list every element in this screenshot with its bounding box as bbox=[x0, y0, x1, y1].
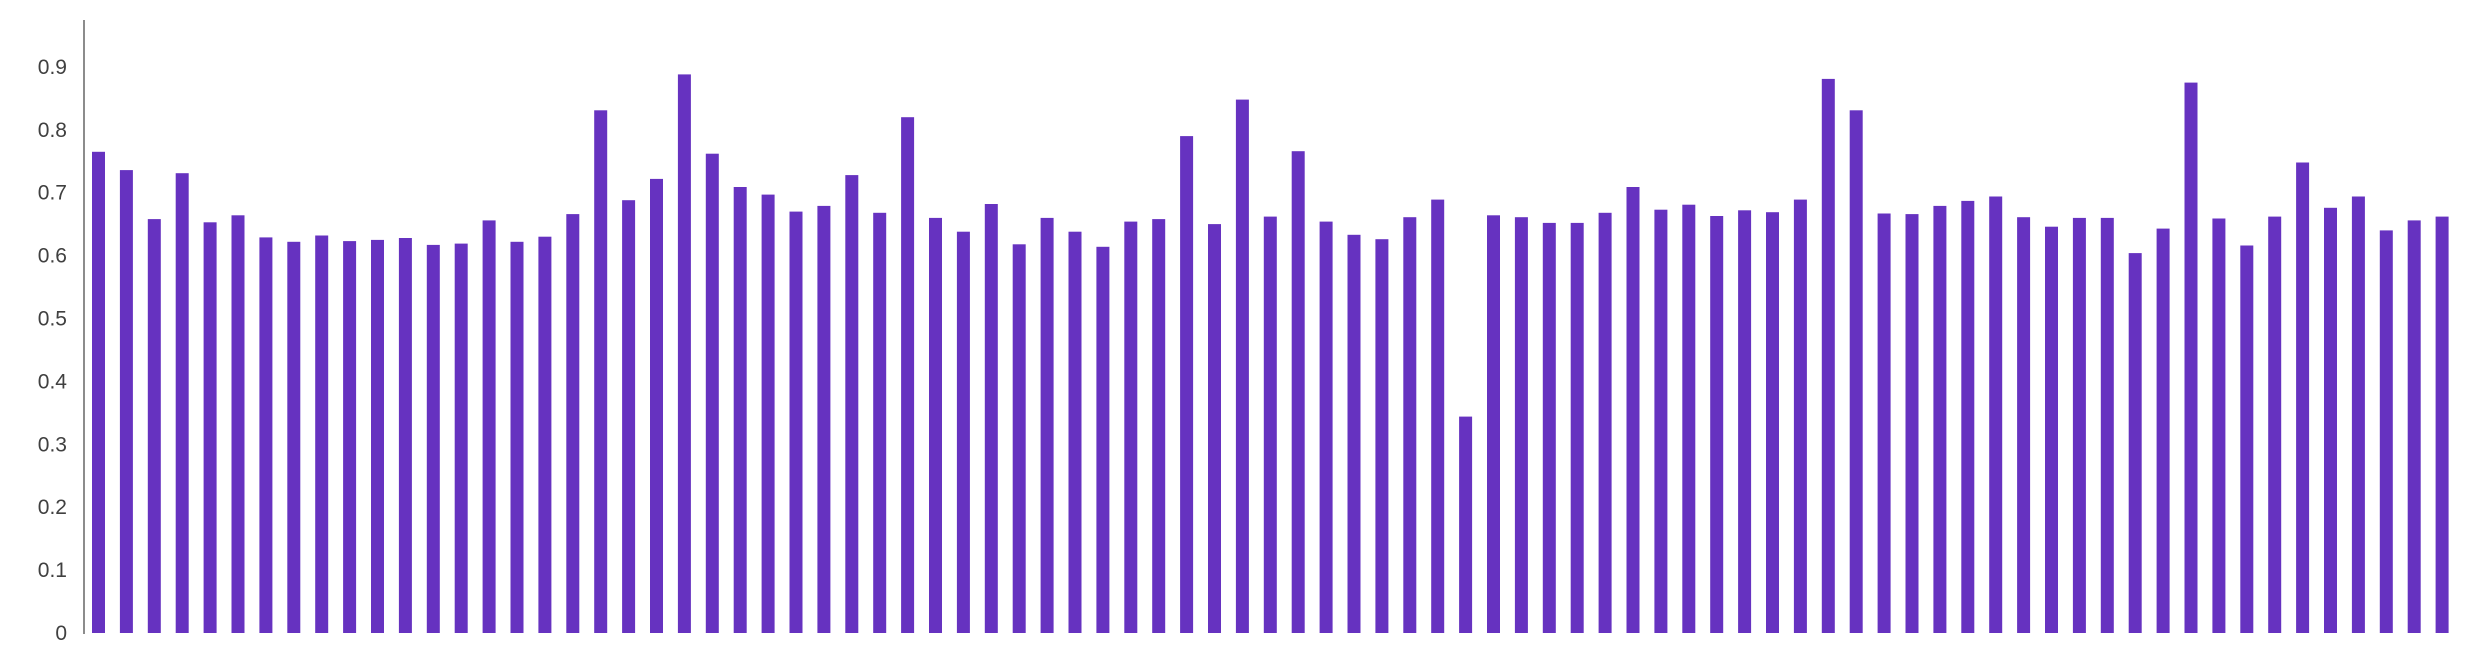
y-tick-label: 0.1 bbox=[38, 559, 67, 582]
y-tick-label: 0.2 bbox=[38, 496, 67, 519]
bar bbox=[2156, 228, 2170, 633]
bar bbox=[510, 241, 524, 634]
bar bbox=[1235, 99, 1249, 634]
bar bbox=[873, 212, 887, 634]
bar bbox=[789, 211, 803, 633]
bar bbox=[231, 215, 245, 634]
bar bbox=[1487, 215, 1500, 634]
bar bbox=[1124, 221, 1138, 633]
bar bbox=[761, 194, 775, 633]
bar bbox=[1152, 219, 1166, 633]
bar bbox=[929, 217, 942, 633]
bar bbox=[1989, 196, 2003, 633]
bar bbox=[1905, 214, 1919, 633]
y-tick-label: 0.5 bbox=[38, 308, 67, 331]
bar bbox=[2407, 220, 2421, 633]
bar bbox=[1933, 205, 1947, 633]
bar bbox=[1208, 224, 1221, 633]
bar bbox=[2045, 226, 2058, 633]
bar bbox=[594, 110, 608, 634]
bar bbox=[845, 175, 859, 633]
bar bbox=[2128, 253, 2142, 633]
bar bbox=[1319, 221, 1333, 633]
y-tick-label: 0.3 bbox=[38, 433, 67, 456]
bar bbox=[1012, 244, 1026, 634]
bar bbox=[315, 235, 329, 633]
bar bbox=[1180, 136, 1194, 633]
bar bbox=[538, 236, 552, 633]
y-tick-label: 0 bbox=[55, 622, 67, 645]
bar bbox=[1654, 209, 1668, 633]
bar bbox=[147, 219, 161, 633]
bar bbox=[1291, 151, 1305, 633]
bar bbox=[2240, 245, 2254, 633]
bar bbox=[1403, 217, 1417, 633]
bar-series bbox=[92, 74, 2449, 634]
bar bbox=[1877, 213, 1891, 633]
bar bbox=[482, 220, 496, 633]
bar bbox=[1766, 212, 1779, 633]
bar bbox=[371, 239, 384, 633]
bar bbox=[1598, 212, 1612, 634]
bar bbox=[175, 173, 189, 633]
bar bbox=[1068, 231, 1082, 633]
bar bbox=[1738, 210, 1752, 634]
bar bbox=[901, 117, 915, 633]
y-tick-label: 0.7 bbox=[38, 182, 67, 205]
bar bbox=[2268, 216, 2282, 633]
bar bbox=[1570, 222, 1584, 633]
bar bbox=[1375, 239, 1389, 633]
bar bbox=[287, 241, 301, 634]
bar bbox=[1347, 234, 1361, 634]
bar bbox=[2212, 218, 2226, 633]
bar bbox=[119, 170, 133, 633]
bar bbox=[733, 187, 747, 633]
y-tick-label: 0.4 bbox=[38, 370, 68, 393]
bar bbox=[1821, 78, 1835, 633]
bar bbox=[2184, 82, 2198, 634]
bar bbox=[817, 205, 831, 633]
bar bbox=[1431, 199, 1445, 633]
bar bbox=[454, 243, 468, 633]
bar bbox=[2100, 217, 2114, 633]
bar bbox=[1710, 216, 1724, 633]
bar bbox=[1459, 416, 1473, 633]
bar bbox=[2435, 216, 2449, 633]
bar bbox=[1542, 222, 1556, 633]
bar bbox=[259, 237, 273, 633]
y-tick-label: 0.8 bbox=[38, 119, 67, 142]
bar bbox=[650, 178, 663, 633]
bar bbox=[2351, 196, 2365, 633]
y-tick-label: 0.6 bbox=[38, 245, 67, 268]
bar bbox=[203, 222, 217, 634]
bar bbox=[1793, 199, 1807, 633]
bar bbox=[1263, 216, 1277, 633]
y-axis-tick-labels: 0 0.1 0.2 0.3 0.4 0.5 0.6 0.7 0.8 0.9 bbox=[38, 56, 68, 645]
bar bbox=[566, 214, 580, 633]
bar bbox=[2072, 217, 2086, 633]
bar bbox=[1514, 217, 1528, 633]
bar bbox=[2324, 207, 2337, 634]
bar bbox=[1040, 217, 1054, 633]
bar bbox=[398, 238, 412, 633]
bar bbox=[1961, 200, 1975, 633]
bar bbox=[2296, 162, 2310, 633]
bar bbox=[1096, 246, 1110, 634]
bar bbox=[2379, 230, 2393, 633]
bar bbox=[343, 241, 357, 633]
bar bbox=[705, 153, 719, 633]
bar bbox=[1626, 187, 1640, 633]
bar bbox=[2017, 217, 2031, 633]
bar bbox=[426, 244, 440, 633]
bar bbox=[1682, 204, 1696, 633]
bar bbox=[956, 231, 970, 633]
bar bbox=[677, 74, 691, 633]
y-tick-label: 0.9 bbox=[38, 56, 67, 79]
bar bbox=[984, 204, 998, 633]
bar bbox=[92, 151, 105, 634]
bar bbox=[622, 200, 636, 633]
bar bbox=[1849, 110, 1863, 634]
